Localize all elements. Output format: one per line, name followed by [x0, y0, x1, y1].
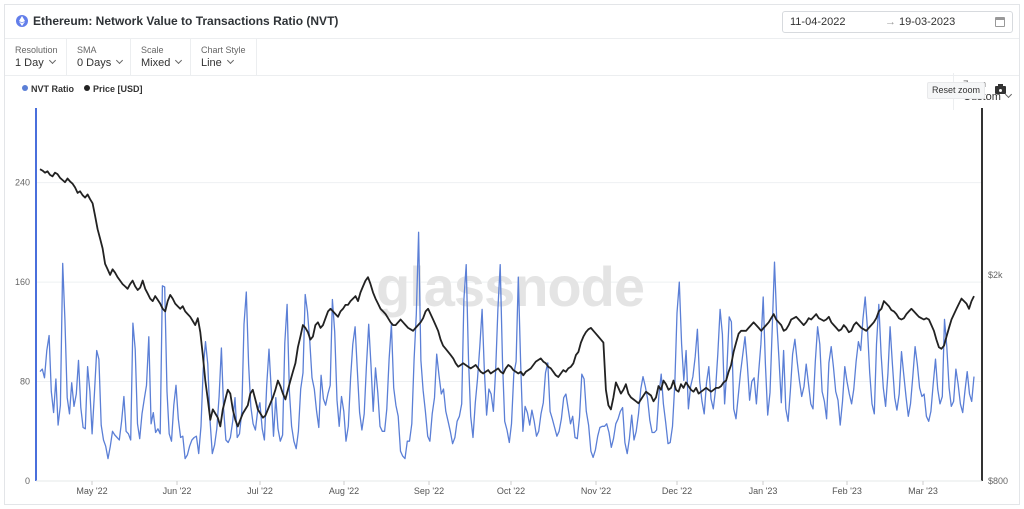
reset-zoom-button[interactable]: Reset zoom [927, 82, 985, 99]
x-tick-label: Feb '23 [832, 486, 862, 496]
legend-label-nvt: NVT Ratio [31, 84, 75, 94]
legend-dot-nvt [22, 85, 28, 91]
calendar-icon[interactable] [995, 17, 1005, 27]
x-tick-label: Aug '22 [329, 486, 359, 496]
y-left-tick-label: 240 [15, 178, 30, 188]
resolution-value[interactable]: 1 Day [15, 56, 56, 69]
sma-label: SMA [77, 45, 97, 55]
chart-style-dropdown[interactable]: Chart Style Line [191, 39, 257, 76]
scale-dropdown[interactable]: Scale Mixed [131, 39, 191, 76]
scale-label: Scale [141, 45, 164, 55]
x-tick-label: Jan '23 [749, 486, 778, 496]
camera-icon[interactable] [995, 84, 1006, 94]
legend-item-nvt[interactable]: NVT Ratio [22, 84, 74, 94]
legend-item-price[interactable]: Price [USD] [84, 84, 143, 94]
y-right-tick-label: $2k [988, 270, 1003, 280]
legend-label-price: Price [USD] [93, 84, 143, 94]
y-left-tick-label: 160 [15, 277, 30, 287]
y-left-tick-label: 0 [25, 476, 30, 486]
series-line-nvt-ratio [39, 231, 975, 460]
resolution-label: Resolution [15, 45, 58, 55]
date-range-picker[interactable]: 11-04-2022 → 19-03-2023 [782, 11, 1013, 33]
chart-style-value[interactable]: Line [201, 56, 234, 69]
x-tick-label: Sep '22 [414, 486, 444, 496]
watermark-text: glassnode [376, 255, 644, 318]
x-tick-label: Oct '22 [497, 486, 525, 496]
resolution-dropdown[interactable]: Resolution 1 Day [5, 39, 67, 76]
x-tick-label: May '22 [76, 486, 107, 496]
chart-style-label: Chart Style [201, 45, 246, 55]
sma-value[interactable]: 0 Days [77, 56, 124, 69]
chart-title: Ethereum: Network Value to Transactions … [33, 14, 339, 28]
legend-dot-price [84, 85, 90, 91]
x-tick-label: Nov '22 [581, 486, 611, 496]
series-line-price [39, 168, 975, 428]
chart-header: Ethereum: Network Value to Transactions … [5, 5, 1019, 39]
y-left-tick-label: 80 [20, 377, 30, 387]
scale-value[interactable]: Mixed [141, 56, 183, 69]
x-tick-label: Jul '22 [247, 486, 273, 496]
date-to[interactable]: 19-03-2023 [899, 16, 956, 28]
date-from[interactable]: 11-04-2022 [790, 16, 846, 28]
x-tick-label: Mar '23 [908, 486, 938, 496]
x-tick-label: Jun '22 [163, 486, 192, 496]
date-arrow: → [885, 16, 896, 28]
x-tick-label: Dec '22 [662, 486, 692, 496]
y-right-tick-label: $800 [988, 476, 1008, 486]
sma-dropdown[interactable]: SMA 0 Days [67, 39, 131, 76]
ethereum-icon [16, 15, 28, 27]
